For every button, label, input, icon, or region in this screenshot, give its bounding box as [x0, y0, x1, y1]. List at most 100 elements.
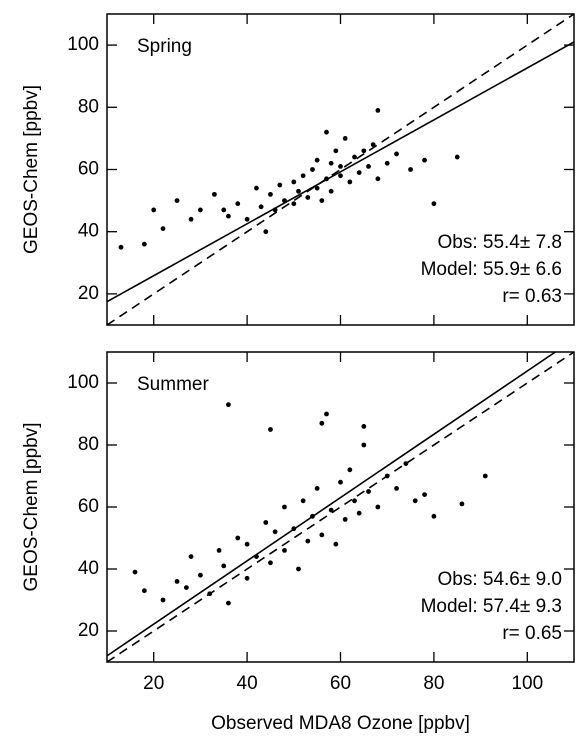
scatter-point — [454, 154, 460, 160]
scatter-point — [314, 185, 320, 191]
scatter-point — [141, 241, 147, 247]
y-axis-label: GEOS-Chem [ppbv] — [21, 85, 42, 254]
scatter-point — [319, 198, 325, 204]
scatter-point — [151, 207, 157, 213]
scatter-point — [226, 213, 231, 219]
scatter-point — [291, 179, 297, 185]
x-tick-label: 60 — [330, 673, 351, 694]
scatter-point — [310, 513, 315, 519]
stats-text: Obs: 54.6± 9.0 — [437, 569, 562, 590]
scatter-point — [328, 160, 334, 166]
fit-line — [107, 41, 574, 303]
x-axis-label: Observed MDA8 Ozone [ppbv] — [211, 713, 470, 734]
scatter-point — [431, 513, 437, 519]
scatter-point — [118, 244, 124, 250]
scatter-point — [263, 229, 269, 235]
scatter-point — [347, 467, 353, 473]
scatter-point — [333, 541, 339, 547]
scatter-point — [300, 173, 306, 179]
scatter-point — [244, 216, 250, 222]
one-to-one-line — [107, 14, 574, 325]
scatter-point — [375, 504, 381, 510]
scatter-point — [314, 157, 320, 163]
scatter-point — [482, 473, 488, 479]
scatter-point — [431, 201, 437, 207]
scatter-point — [188, 216, 194, 222]
scatter-point — [296, 566, 301, 572]
scatter-point — [324, 176, 329, 182]
scatter-point — [422, 492, 427, 497]
scatter-point — [384, 473, 390, 479]
scatter-point — [342, 517, 348, 522]
scatter-point — [235, 535, 241, 541]
scatter-point — [174, 198, 180, 204]
scatter-point — [356, 170, 362, 176]
scatter-point — [310, 167, 315, 172]
scatter-point — [183, 585, 189, 590]
scatter-point — [319, 420, 325, 426]
scatter-point — [282, 198, 287, 204]
scatter-point — [282, 504, 287, 510]
scatter-point — [422, 157, 427, 163]
scatter-point — [160, 226, 166, 231]
x-tick-label: 40 — [237, 673, 258, 694]
scatter-point — [366, 163, 371, 169]
scatter-point — [188, 554, 194, 559]
scatter-point — [412, 498, 418, 504]
one-to-one-line — [107, 352, 574, 662]
scatter-point — [361, 148, 367, 154]
y-tick-label: 40 — [78, 558, 99, 579]
scatter-point — [324, 129, 329, 135]
y-axis-label: GEOS-Chem [ppbv] — [21, 423, 42, 592]
scatter-point — [277, 182, 283, 188]
scatter-point — [221, 563, 227, 569]
x-tick-label: 100 — [511, 673, 543, 694]
scatter-point — [254, 185, 259, 191]
scatter-point — [328, 507, 334, 513]
scatter-point — [258, 204, 264, 210]
scatter-point — [160, 597, 166, 603]
panel-label: Summer — [137, 374, 209, 395]
scatter-point — [333, 148, 339, 154]
scatter-point — [361, 424, 367, 429]
scatter-point — [174, 579, 180, 584]
scatter-point — [226, 402, 231, 408]
scatter-point — [394, 486, 399, 491]
scatter-point — [384, 160, 390, 166]
scatter-point — [254, 554, 259, 559]
scatter-point — [352, 498, 357, 504]
scatter-point — [198, 207, 203, 213]
scatter-point — [263, 520, 269, 525]
scatter-point — [319, 532, 325, 538]
scatter-point — [375, 108, 381, 113]
scatter-point — [352, 154, 357, 160]
x-tick-label: 20 — [143, 673, 164, 694]
scatter-point — [314, 486, 320, 491]
scatter-point — [338, 479, 343, 485]
scatter-point — [216, 548, 222, 553]
y-tick-label: 20 — [78, 620, 99, 641]
scatter-point — [282, 548, 287, 553]
scatter-point — [328, 188, 334, 194]
scatter-point — [370, 142, 376, 148]
scatter-point — [338, 173, 343, 179]
scatter-point — [408, 167, 413, 172]
stats-text: Model: 57.4± 9.3 — [421, 596, 562, 617]
scatter-point — [459, 501, 465, 507]
scatter-point — [268, 191, 273, 197]
scatter-point — [300, 498, 306, 504]
scatter-point — [221, 207, 227, 213]
scatter-point — [244, 575, 250, 581]
stats-text: r= 0.63 — [502, 286, 562, 307]
scatter-point — [268, 427, 273, 432]
scatter-point — [291, 526, 297, 532]
scatter-point — [244, 541, 250, 547]
scatter-point — [296, 188, 301, 194]
scatter-point — [291, 201, 297, 207]
y-tick-label: 100 — [67, 372, 99, 393]
scatter-point — [324, 411, 329, 417]
scatter-point — [226, 600, 231, 606]
panel-label: Spring — [137, 36, 192, 57]
y-tick-label: 100 — [67, 34, 99, 55]
